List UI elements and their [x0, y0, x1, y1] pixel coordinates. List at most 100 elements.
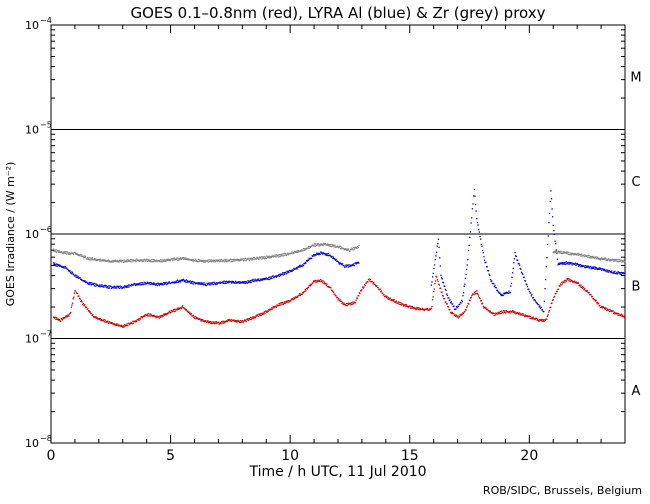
data-point	[313, 253, 315, 256]
data-point	[399, 301, 401, 303]
data-point	[349, 303, 351, 305]
data-point	[190, 282, 192, 284]
data-point	[261, 258, 263, 260]
data-point	[192, 280, 194, 283]
data-point	[343, 266, 346, 268]
data-point	[586, 255, 588, 258]
data-point	[186, 281, 188, 283]
data-point	[243, 282, 245, 284]
data-point	[231, 260, 233, 263]
data-point	[135, 283, 137, 285]
data-point	[501, 311, 504, 314]
data-point	[499, 313, 501, 315]
data-point	[280, 274, 282, 276]
data-point	[64, 266, 67, 268]
data-point	[215, 283, 217, 286]
data-point	[258, 313, 261, 315]
data-point	[604, 269, 607, 271]
data-point	[66, 253, 68, 255]
data-point	[98, 317, 100, 320]
data-point	[341, 263, 344, 265]
data-point	[516, 259, 518, 261]
data-point	[94, 283, 96, 285]
data-point	[297, 266, 299, 268]
data-point	[486, 266, 488, 268]
data-point	[113, 323, 116, 325]
data-point	[286, 253, 288, 256]
data-point	[595, 299, 597, 302]
data-point	[352, 301, 354, 303]
data-point	[139, 260, 141, 263]
data-point	[317, 243, 320, 245]
data-point	[261, 279, 264, 281]
data-point	[234, 260, 236, 262]
data-point	[544, 319, 546, 321]
data-point	[356, 262, 359, 264]
data-point	[552, 216, 554, 218]
data-point	[548, 309, 551, 312]
data-point	[476, 290, 478, 292]
data-point	[304, 248, 306, 250]
data-point	[346, 248, 349, 250]
data-point	[138, 283, 140, 286]
data-point	[90, 282, 92, 284]
data-point	[600, 258, 602, 260]
data-point	[455, 308, 457, 310]
data-point	[477, 224, 479, 226]
data-point	[355, 263, 357, 265]
data-point	[134, 283, 136, 285]
data-point	[310, 284, 313, 286]
data-point	[419, 308, 422, 310]
series-lyra-al-proxy	[52, 188, 626, 313]
data-point	[518, 262, 520, 265]
data-point	[292, 251, 295, 254]
data-point	[520, 313, 522, 315]
data-point	[434, 259, 436, 261]
data-point	[271, 308, 274, 310]
data-point	[507, 292, 509, 295]
data-point	[609, 270, 612, 273]
data-point	[244, 280, 246, 283]
data-point	[557, 288, 560, 290]
data-point	[344, 303, 346, 306]
data-point	[130, 285, 132, 287]
data-point	[229, 259, 231, 261]
data-point	[358, 244, 360, 247]
y-tick-exponent: −7	[40, 330, 52, 339]
data-point	[69, 269, 71, 272]
data-point	[117, 323, 119, 325]
data-point	[441, 278, 443, 280]
data-point	[322, 244, 324, 247]
data-point	[243, 258, 245, 260]
data-point	[588, 291, 590, 294]
data-point	[252, 316, 254, 318]
data-point	[227, 320, 230, 322]
data-point	[88, 310, 90, 312]
data-point	[304, 290, 306, 292]
data-point	[176, 309, 178, 311]
data-point	[465, 273, 467, 276]
data-point	[302, 264, 304, 266]
data-point	[616, 312, 619, 315]
data-point	[244, 319, 247, 322]
data-point	[244, 257, 247, 260]
data-point	[125, 260, 127, 263]
data-point	[163, 314, 165, 316]
data-point	[64, 317, 66, 319]
data-point	[603, 257, 605, 259]
data-point	[270, 309, 272, 311]
data-point	[252, 258, 254, 261]
data-point	[134, 321, 137, 323]
data-point	[584, 288, 586, 290]
data-point	[165, 260, 167, 262]
data-point	[529, 292, 531, 294]
data-point	[125, 286, 128, 288]
data-point	[117, 287, 120, 289]
data-point	[622, 261, 624, 263]
data-point	[556, 290, 558, 293]
data-point	[518, 264, 521, 266]
data-point	[405, 305, 407, 308]
data-point	[300, 250, 302, 253]
data-point	[86, 256, 89, 259]
data-point	[404, 304, 407, 306]
